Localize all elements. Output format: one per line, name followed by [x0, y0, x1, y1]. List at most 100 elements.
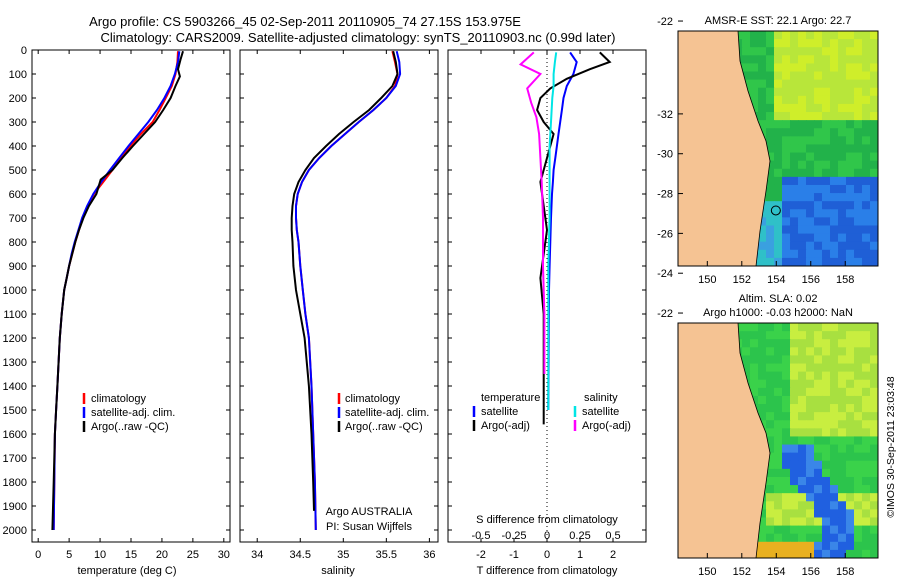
- map-cell: [766, 387, 775, 397]
- map-cell: [846, 112, 855, 121]
- map-cell: [846, 31, 855, 40]
- map-cell: [774, 176, 783, 186]
- lon-tick-label: 158: [836, 274, 854, 286]
- map-cell: [870, 184, 878, 194]
- map-cell: [774, 257, 783, 266]
- map-cell: [814, 112, 823, 121]
- x-tick-label: 10: [94, 549, 106, 561]
- map-cell: [806, 55, 815, 65]
- map-cell: [830, 120, 839, 129]
- map-cell: [838, 444, 847, 454]
- map-cell: [782, 233, 791, 243]
- depth-tick-label: 1900: [3, 501, 27, 513]
- map-cell: [766, 525, 775, 535]
- map-cell: [774, 533, 783, 543]
- map-cell: [766, 444, 775, 454]
- map-cell: [862, 428, 871, 438]
- x-tick-label: -1: [509, 549, 519, 561]
- map-cell: [814, 485, 823, 494]
- map-cell: [766, 460, 775, 470]
- map-cell: [830, 339, 839, 348]
- map-cell: [862, 379, 871, 389]
- map-cell: [798, 509, 807, 519]
- map-cell: [790, 339, 799, 348]
- lon-tick-label: 156: [802, 274, 820, 286]
- map-cell: [806, 501, 815, 510]
- map-cell: [814, 412, 823, 421]
- map-cell: [806, 509, 815, 519]
- map-cell: [806, 144, 815, 154]
- map-cell: [782, 39, 791, 48]
- map-cell: [774, 209, 783, 218]
- map-cell: [862, 371, 871, 381]
- temperature-xlabel: temperature (deg C): [77, 565, 176, 577]
- map-cell: [790, 47, 799, 56]
- map-cell: [782, 355, 791, 365]
- map-cell: [838, 152, 847, 162]
- map-cell: [798, 128, 807, 137]
- map-cell: [822, 63, 831, 73]
- map-cell: [870, 444, 878, 454]
- map-cell: [806, 428, 815, 438]
- map-cell: [822, 452, 831, 462]
- map-cell: [814, 241, 823, 251]
- map-cell: [822, 225, 831, 235]
- map-cell: [854, 493, 863, 502]
- map-cell: [870, 452, 878, 462]
- depth-tick-label: 400: [9, 141, 27, 153]
- map-cell: [830, 436, 839, 446]
- map-cell: [854, 168, 863, 178]
- map-cell: [766, 144, 775, 154]
- sla-map-title-2: Argo h1000: -0.03 h2000: NaN: [703, 307, 853, 319]
- map-cell: [854, 112, 863, 121]
- map-cell: [822, 112, 831, 121]
- map-cell: [846, 468, 855, 478]
- map-cell: [790, 233, 799, 243]
- map-cell: [782, 468, 791, 478]
- map-cell: [766, 201, 775, 210]
- map-cell: [846, 347, 855, 357]
- map-cell: [862, 387, 871, 397]
- map-cell: [830, 355, 839, 365]
- depth-axis: 0 100 200 300 400 500 600 700 800 900 1000 1100 1200…: [3, 45, 646, 537]
- map-cell: [822, 39, 831, 48]
- map-cell: [814, 460, 823, 470]
- map-cell: [766, 509, 775, 519]
- map-cell: [758, 47, 767, 56]
- map-cell: [838, 323, 847, 332]
- map-cell: [750, 31, 759, 40]
- depth-tick-label: 1300: [3, 357, 27, 369]
- map-cell: [774, 460, 783, 470]
- map-cell: [854, 176, 863, 186]
- map-cell: [798, 152, 807, 162]
- map-cell: [774, 387, 783, 397]
- map-cell: [798, 517, 807, 527]
- depth-tick-label: 1600: [3, 429, 27, 441]
- map-cell: [814, 144, 823, 154]
- map-cell: [758, 79, 767, 89]
- map-cell: [846, 103, 855, 113]
- legend-temperature-head: temperature: [481, 392, 540, 404]
- map-cell: [782, 363, 791, 373]
- map-cell: [846, 136, 855, 146]
- map-cell: [838, 112, 847, 121]
- map-cell: [870, 485, 878, 494]
- map-cell: [814, 363, 823, 373]
- map-cell: [822, 347, 831, 357]
- map-cell: [830, 501, 839, 510]
- map-cell: [854, 120, 863, 129]
- map-cell: [806, 493, 815, 502]
- map-cell: [870, 79, 878, 89]
- map-cell: [766, 128, 775, 137]
- map-cell: [742, 331, 751, 340]
- map-cell: [782, 176, 791, 186]
- map-cell: [758, 112, 767, 121]
- map-cell: [790, 79, 799, 89]
- map-cell: [790, 460, 799, 470]
- map-cell: [814, 217, 823, 227]
- depth-tick-label: 300: [9, 117, 27, 129]
- map-cell: [806, 120, 815, 129]
- map-cell: [766, 517, 775, 527]
- x2-tick-label: 0.5: [605, 530, 620, 542]
- depth-tick-label: 1800: [3, 477, 27, 489]
